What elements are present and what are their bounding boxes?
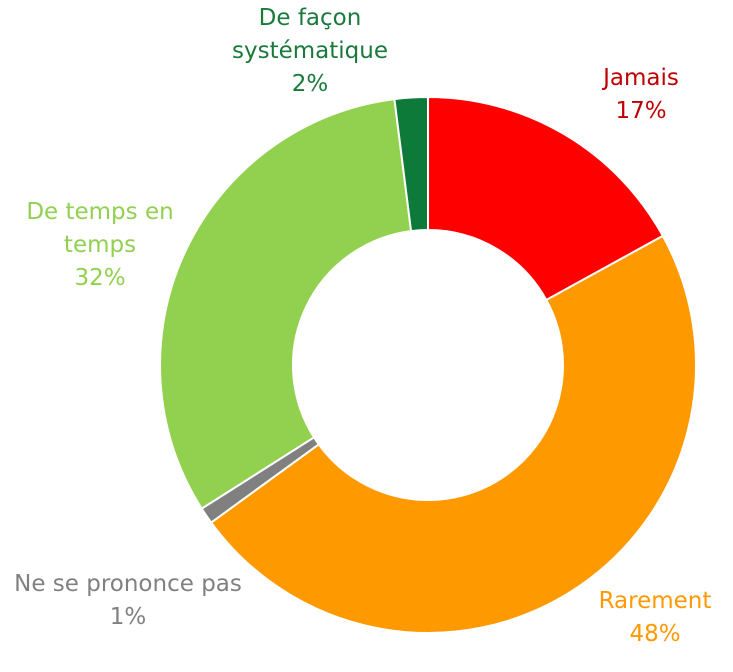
value-label: 17% <box>615 98 667 124</box>
category-name: Rarement <box>598 588 712 614</box>
category-name: De façon systématique <box>232 5 388 64</box>
slice <box>159 97 413 510</box>
category-name: De temps en temps <box>26 199 174 258</box>
value-label: 2% <box>291 71 329 97</box>
value-label: 48% <box>629 621 681 647</box>
slice-label: De façon systématique 2% <box>205 2 415 101</box>
slice <box>209 234 697 634</box>
slice <box>427 95 665 302</box>
value-label: 32% <box>74 265 126 291</box>
slice <box>393 95 429 233</box>
value-label: 1% <box>109 604 147 630</box>
category-name: Ne se prononce pas <box>14 571 242 597</box>
category-name: Jamais <box>603 65 679 91</box>
slice-label: Ne se prononce pas 1% <box>8 568 248 634</box>
slice-label: Jamais 17% <box>581 62 701 128</box>
slice-label: Rarement 48% <box>575 585 733 651</box>
slice-label: De temps en temps 32% <box>0 196 200 295</box>
